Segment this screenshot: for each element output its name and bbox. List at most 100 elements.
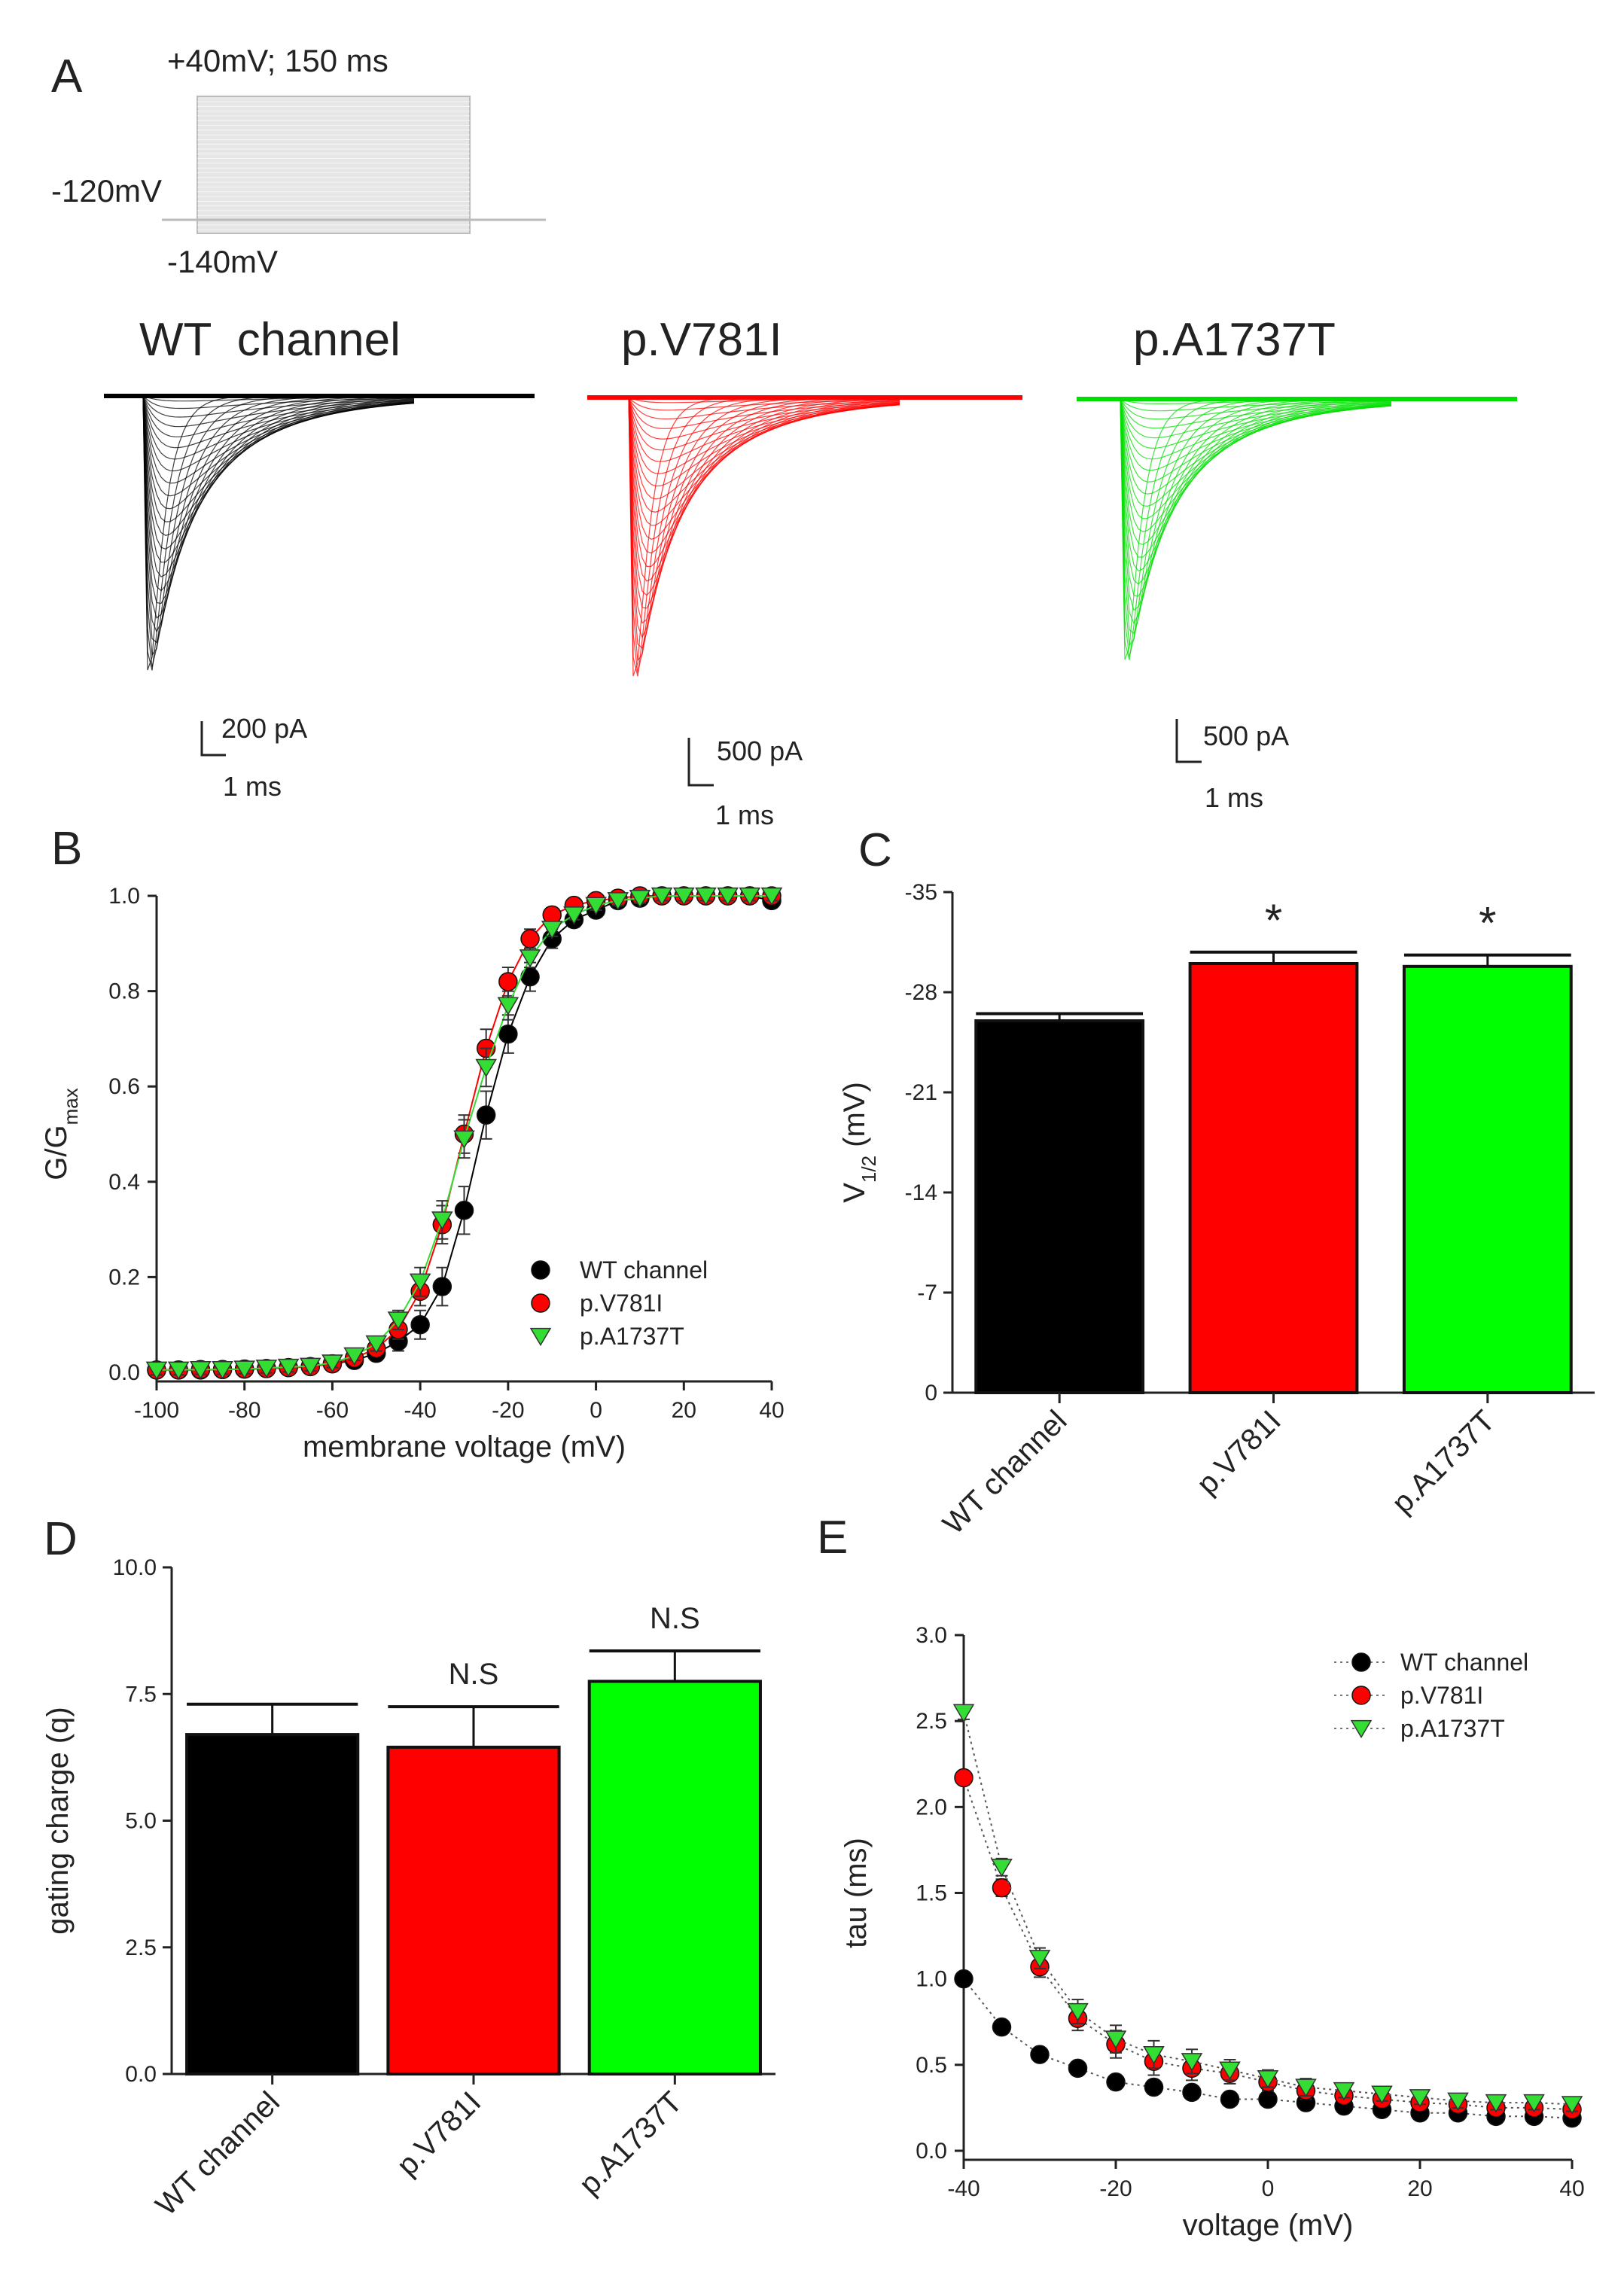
data-point [1220,2089,1240,2109]
data-point [760,887,783,906]
current-trace [1114,398,1392,507]
y-tick-label: -28 [905,980,937,1005]
current-trace [1114,398,1391,635]
x-tick-label: 40 [759,1398,784,1423]
legend: WT channel p.V781I p.A1737T [529,1256,708,1350]
category-label: WT channel [150,2085,287,2222]
category-label: p.V781I [1190,1404,1287,1501]
scale-current-a1737t: 500 pA [1203,720,1289,751]
legend-label: p.A1737T [1400,1715,1505,1742]
data-point [1144,2077,1164,2097]
x-tick-label: -20 [1099,2176,1132,2201]
y-tick-label: 10.0 [113,1555,157,1580]
x-axis-label: membrane voltage (mV) [303,1430,626,1463]
data-point [1028,1950,1051,1969]
y-axis-label-sub: max [59,1088,82,1125]
y-tick-label: 0.0 [125,2062,157,2087]
data-point [1143,2045,1165,2065]
data-point [190,1361,212,1380]
data-point [1523,2094,1545,2113]
x-tick-label: -100 [134,1398,179,1423]
data-point [695,887,717,906]
data-point [954,1969,973,1989]
bar [386,1745,561,2076]
trace-title-wt: WT channel [139,314,401,366]
data-point [321,1354,343,1373]
bar [587,1680,762,2076]
data-point [991,1859,1013,1878]
x-tick-label: -20 [492,1398,524,1423]
bar [1188,962,1359,1394]
series-p-a1737t [145,887,783,1381]
data-point [1485,2094,1507,2113]
data-point [233,1360,256,1379]
data-point [1295,2079,1317,2097]
scale-bar-v781i [687,738,714,787]
panel-d-gating-charge-chart: D 0.0 2.5 5.0 7.5 10.0 gating charge (q) WT cha… [41,1513,775,2222]
panel-label: C [858,824,892,876]
y-tick-label: 3.0 [916,1623,947,1648]
protocol-block [197,96,471,234]
data-point [1182,2082,1202,2103]
current-trace [623,397,900,429]
data-point [1561,2096,1583,2115]
significance-label: N.S [650,1602,700,1635]
y-tick-label: -7 [917,1281,937,1305]
x-tick-label: -60 [316,1398,349,1423]
data-point [672,887,695,906]
y-tick-label: 2.0 [916,1795,947,1820]
current-trace [1114,398,1392,611]
significance-label: * [1479,898,1496,949]
data-point [1067,2002,1089,2022]
legend-marker [1351,1686,1371,1705]
legend-marker [529,1327,552,1347]
y-tick-label: 7.5 [125,1682,157,1707]
scale-current-wt: 200 pA [221,713,307,744]
data-point [1105,2030,1127,2049]
data-point [717,887,739,906]
current-trace [623,397,900,568]
scale-current-v781i: 500 pA [717,735,803,766]
y-tick-label: 0.5 [916,2053,947,2078]
y-axis-label: G/Gmax [40,1088,82,1180]
current-trace [137,395,415,563]
panel-label: B [51,823,82,875]
legend-marker [531,1293,550,1313]
x-tick-label: -40 [947,2176,980,2201]
y-axis-label-unit: (mV) [838,1082,871,1156]
current-traces [104,394,1517,677]
current-trace [623,397,900,624]
protocol-hold-label: -120mV [51,173,162,209]
current-trace [137,395,415,619]
panel-label: D [44,1513,78,1565]
scale-time-v781i: 1 ms [715,799,774,830]
data-point [1447,2092,1469,2111]
current-trace [623,397,900,638]
data-point [952,1704,975,1722]
scale-time-a1737t: 1 ms [1205,782,1263,813]
data-point [365,1335,388,1354]
legend-label: p.V781I [580,1290,663,1317]
voltage-protocol [162,96,546,234]
data-point [1333,2082,1355,2101]
data-point [497,997,519,1016]
x-tick-label: 0 [590,1398,602,1423]
y-axis-label: gating charge (q) [41,1707,75,1934]
current-trace [1114,398,1392,429]
data-point [1030,2045,1050,2064]
current-trace [623,397,900,513]
data-point [607,892,629,911]
data-point [255,1360,278,1378]
y-axis-label: V1/2 (mV) [838,1082,880,1203]
x-axis-label: voltage (mV) [1183,2209,1354,2242]
current-trace [1114,398,1392,558]
legend: WT channel p.V781I p.A1737T [1334,1649,1528,1742]
data-point [410,1314,430,1335]
y-tick-label: 0 [925,1381,937,1405]
trace-title-v781i: p.V781I [621,314,782,366]
current-trace [623,397,900,609]
data-point [498,1024,518,1044]
category-label: p.A1737T [573,2085,689,2201]
data-point [1181,2053,1203,2072]
